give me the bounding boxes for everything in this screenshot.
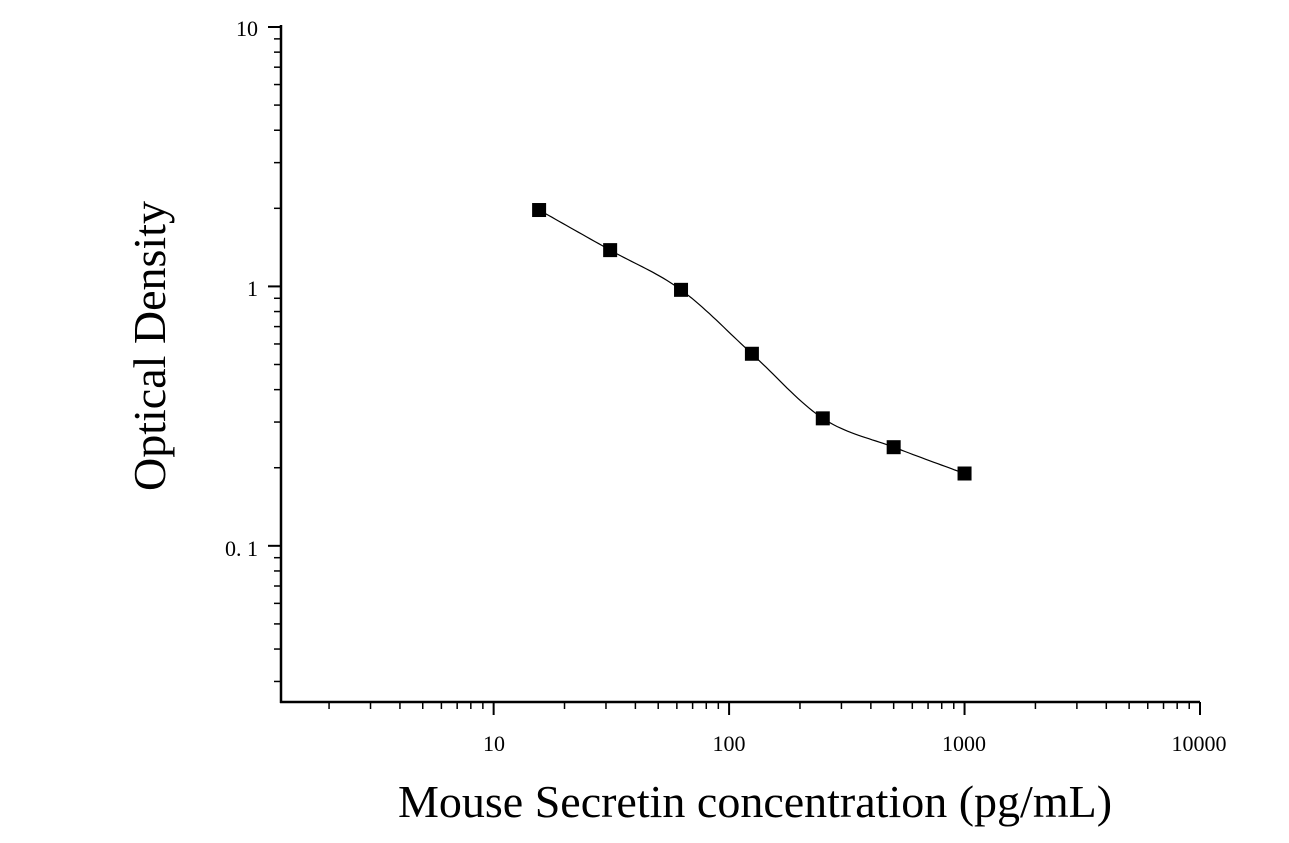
y-tick-label-0.1: 0. 1 (225, 536, 258, 561)
x-tick-label-10000: 10000 (1172, 731, 1227, 756)
y-tick-label-1: 1 (247, 276, 258, 301)
x-axis-title: Mouse Secretin concentration (pg/mL) (398, 776, 1112, 827)
x-tick-label-10: 10 (483, 731, 505, 756)
data-point (603, 243, 618, 258)
major-ticks (268, 26, 1201, 715)
fit-curve (538, 209, 965, 475)
x-tick-label-100: 100 (713, 731, 746, 756)
data-point (532, 203, 547, 218)
minor-ticks (274, 38, 1190, 709)
data-point (957, 466, 972, 481)
data-points (532, 203, 972, 481)
y-tick-label-10: 10 (236, 16, 258, 41)
x-tick-label-1000: 1000 (942, 731, 986, 756)
y-axis-title: Optical Density (124, 201, 175, 491)
data-point (886, 440, 901, 455)
data-point (744, 346, 759, 361)
data-point (674, 282, 689, 297)
data-point (815, 411, 830, 426)
